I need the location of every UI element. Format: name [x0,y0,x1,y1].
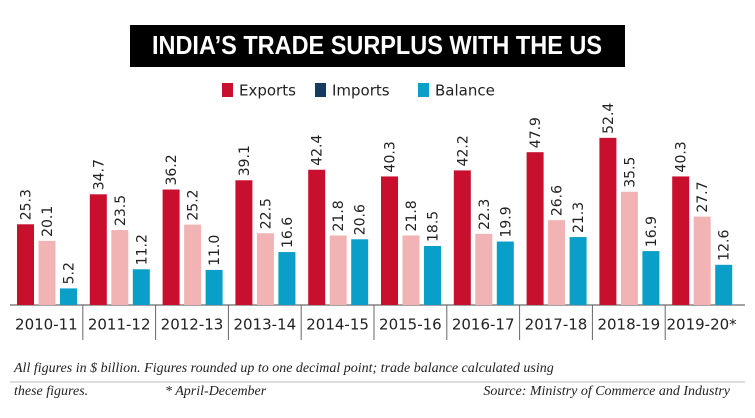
x-tick-label: 2010-11 [15,316,78,334]
legend-label: Imports [332,82,390,100]
value-label: 47.9 [528,117,544,148]
value-label: 12.6 [717,230,733,261]
value-label: 42.2 [455,135,471,166]
value-label: 23.5 [113,195,129,226]
value-label: 11.2 [134,234,150,265]
value-label: 16.9 [644,216,660,247]
bar [89,194,107,305]
value-label: 39.1 [237,145,253,176]
value-label: 25.3 [19,189,35,220]
value-label: 25.2 [186,189,202,220]
x-tick-label: 2018-19 [597,316,660,334]
bar [599,137,617,305]
x-tick-label: 2015-16 [379,316,442,334]
value-label: 36.2 [164,154,180,185]
value-label: 26.6 [550,185,566,216]
x-tick-label: 2013-14 [233,316,296,334]
bar [693,216,711,305]
bar [278,252,296,305]
bar [548,220,566,305]
x-tick-label: 2012-13 [161,316,224,334]
bar [235,180,253,305]
bar [381,176,398,305]
bar [475,233,493,305]
legend-label: Balance [435,82,495,100]
title-banner [130,25,625,67]
bar [672,176,690,305]
note: * April-December [165,384,267,399]
value-label: 20.1 [40,206,56,237]
value-label: 22.5 [258,198,274,229]
bar [111,230,129,305]
bar [162,189,180,305]
bar [402,235,420,305]
value-label: 5.2 [62,262,78,284]
bar [184,224,202,305]
value-label: 21.3 [571,202,587,233]
bar [256,233,274,305]
value-label: 40.3 [674,141,690,172]
value-label: 19.9 [498,206,514,237]
value-label: 21.8 [404,200,420,231]
value-label: 21.8 [331,200,347,231]
x-tick-label: 2017-18 [525,316,588,334]
bar [715,264,733,305]
bar [642,251,660,305]
legend-swatch [418,83,429,97]
bar [453,170,471,305]
value-label: 16.6 [280,217,296,248]
x-tick-label: 2011-12 [88,316,151,334]
bar [424,245,441,305]
value-label: 35.5 [622,157,638,188]
value-label: 34.7 [91,159,107,190]
value-label: 27.7 [695,181,711,212]
bar [496,241,514,305]
bar [60,288,77,305]
bar [620,191,638,305]
x-tick-label: 2016-17 [452,316,515,334]
legend-label: Exports [239,82,296,100]
x-tick-label: 2014-15 [306,316,369,334]
value-label: 52.4 [601,103,617,134]
legend-swatch [315,83,326,97]
bar [569,237,587,305]
value-label: 20.6 [353,204,369,235]
value-label: 11.0 [207,235,223,266]
legend-swatch [222,83,233,97]
bar [132,269,150,305]
value-label: 42.4 [310,134,326,165]
note: these figures. [14,384,88,399]
value-label: 40.3 [383,141,399,172]
value-label: 22.3 [477,199,493,230]
x-tick-label: 2019-20* [667,316,738,334]
bar [351,239,369,305]
bar [308,169,326,305]
bar [17,224,34,305]
bar [205,269,223,305]
bar [329,235,347,305]
bar [38,240,56,305]
source: Source: Ministry of Commerce and Industr… [483,384,730,399]
value-label: 18.5 [426,211,442,242]
note: All figures in $ billion. Figures rounde… [13,361,554,376]
bar [526,152,544,305]
chart-title: INDIA’S TRADE SURPLUS WITH THE US [152,30,602,60]
